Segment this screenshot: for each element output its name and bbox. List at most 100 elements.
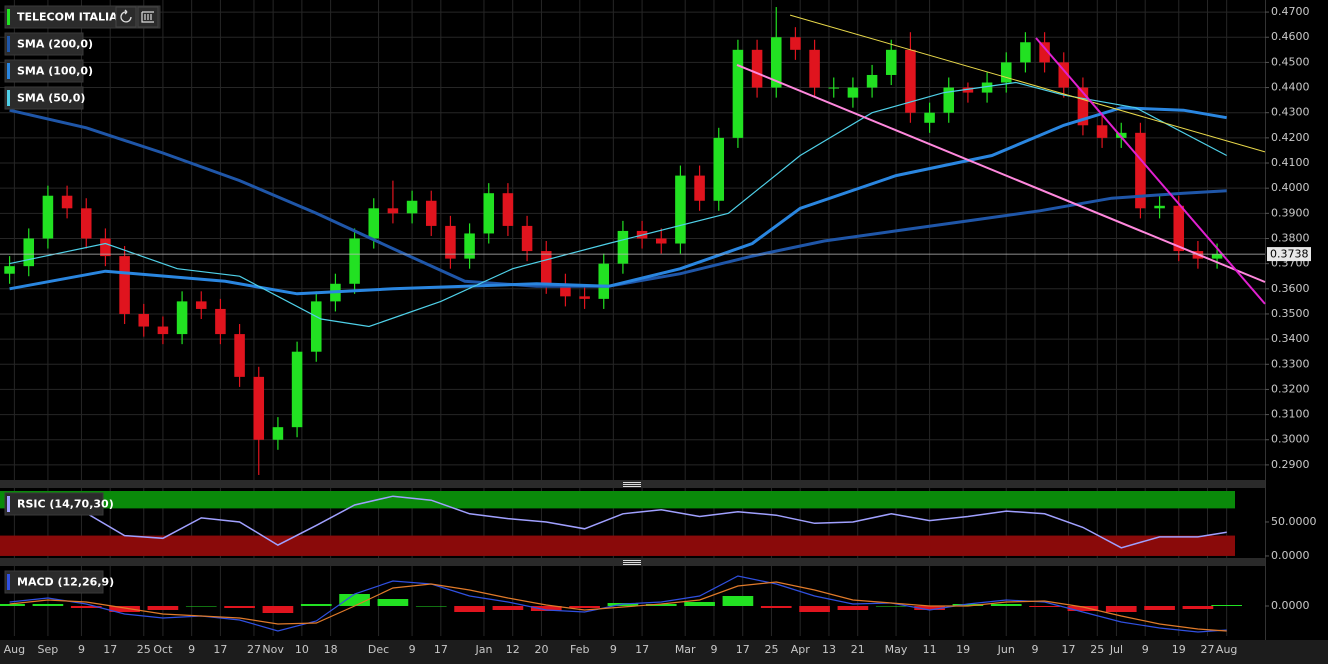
candle-body: [943, 87, 955, 113]
x-tick-label: 10: [295, 643, 309, 656]
candle-body: [924, 112, 935, 123]
x-tick-label: 11: [923, 643, 937, 656]
candle-body: [272, 427, 284, 440]
macd-histogram-bar: [339, 594, 370, 606]
trendline: [789, 14, 1266, 153]
x-tick-label: 9: [1142, 643, 1149, 656]
x-tick-label: 9: [78, 643, 85, 656]
x-tick-label: 9: [710, 643, 717, 656]
x-tick-label: 25: [137, 643, 151, 656]
macd-histogram-bar: [990, 604, 1022, 606]
macd-histogram-bar: [109, 606, 140, 612]
candle-body: [1173, 205, 1185, 252]
candle-body: [157, 326, 169, 335]
y-tick-label: 0.3100: [1271, 408, 1310, 421]
legend-swatch: [7, 90, 10, 106]
macd-histogram-bar: [0, 604, 25, 606]
legend-item[interactable]: [4, 59, 84, 83]
candle-body: [981, 82, 993, 93]
x-tick-label: 9: [610, 643, 617, 656]
macd-histogram-bar: [147, 606, 179, 610]
candle-body: [809, 49, 820, 88]
x-tick-label: Oct: [153, 643, 173, 656]
macd-histogram-bar: [70, 606, 102, 608]
y-tick-label: 0.3900: [1271, 206, 1310, 219]
y-tick-label: 0.4200: [1271, 131, 1310, 144]
candle-body: [483, 193, 495, 234]
y-tick-label: 0.4500: [1271, 55, 1310, 68]
x-tick-label: Jul: [1109, 643, 1123, 656]
refresh-icon: [120, 9, 132, 23]
y-tick-label: 0.4700: [1271, 5, 1310, 18]
candle-body: [751, 49, 763, 88]
candle-body: [234, 334, 245, 377]
y-tick-label: 0.3400: [1271, 332, 1310, 345]
x-tick-label: Mar: [675, 643, 696, 656]
legend-item[interactable]: [4, 492, 104, 516]
legend-item[interactable]: [4, 32, 84, 56]
sma-line: [9, 108, 1227, 288]
candle-body: [176, 301, 188, 335]
macd-histogram-bar: [1105, 606, 1137, 612]
candle-body: [80, 208, 92, 239]
candle-body: [675, 175, 686, 244]
legend-label: RSIC (14,70,30): [17, 498, 114, 511]
legend-item[interactable]: [4, 86, 84, 110]
candle-body: [138, 313, 150, 327]
y-tick-label: 0.0000: [1271, 549, 1310, 562]
last-price-label: 0.3738: [1270, 248, 1309, 261]
candle-body: [100, 238, 111, 257]
macd-histogram-bar: [1029, 606, 1060, 607]
candle-body: [349, 238, 360, 284]
candle-body: [790, 37, 801, 50]
candle-body: [885, 49, 897, 75]
legend-label: TELECOM ITALIA: [17, 11, 118, 24]
macd-histogram-bar: [224, 606, 255, 608]
x-tick-label: Jun: [997, 643, 1015, 656]
macd-histogram-bar: [837, 606, 869, 610]
x-tick-label: 20: [534, 643, 548, 656]
last-price-box: [1267, 247, 1311, 262]
macd-histogram-bar: [914, 606, 945, 610]
candle-body: [4, 266, 15, 274]
x-tick-label: 25: [764, 643, 778, 656]
candle-body: [1039, 42, 1050, 63]
y-tick-label: 0.3800: [1271, 231, 1310, 244]
legend-item[interactable]: [4, 570, 104, 594]
legend-label: SMA (50,0): [17, 92, 85, 105]
refresh-button[interactable]: [115, 6, 137, 28]
macd-histogram-bar: [262, 606, 294, 613]
candle-body: [770, 37, 782, 88]
macd-histogram-bar: [875, 606, 907, 607]
candle-body: [905, 49, 916, 113]
y-tick-label: 0.4600: [1271, 30, 1310, 43]
candle-body: [291, 351, 303, 428]
candle-body: [310, 301, 322, 352]
plot-area: Aug Sep 9 17 25 Oct 9 17 27 Nov 10 18 Dec 9 17 Jan 12 20 F…: [0, 0, 1317, 656]
settings-icon: [141, 11, 154, 23]
x-tick-label: 17: [213, 643, 227, 656]
candle-body: [1154, 205, 1165, 209]
macd-histogram-bar: [32, 604, 64, 606]
candle-body: [387, 208, 399, 214]
y-tick-label: 0.3500: [1271, 307, 1310, 320]
macd-histogram-bar: [1067, 606, 1099, 611]
candle-body: [425, 200, 437, 226]
legend-swatch: [7, 63, 10, 79]
x-tick-label: Jan: [474, 643, 492, 656]
macd-histogram-bar: [1211, 605, 1242, 606]
macd-histogram-bar: [1144, 606, 1175, 610]
x-tick-label: 17: [103, 643, 117, 656]
candle-body: [1135, 132, 1146, 209]
macd-histogram-bar: [952, 604, 984, 606]
x-tick-label: 25: [1090, 643, 1104, 656]
y-tick-label: 0.3300: [1271, 357, 1310, 370]
y-tick-label: 0.4100: [1271, 156, 1310, 169]
x-tick-label: 9: [188, 643, 195, 656]
candle-body: [713, 137, 725, 201]
legend-label: SMA (200,0): [17, 38, 93, 51]
x-tick-label: 12: [506, 643, 520, 656]
candle-body: [23, 238, 35, 267]
